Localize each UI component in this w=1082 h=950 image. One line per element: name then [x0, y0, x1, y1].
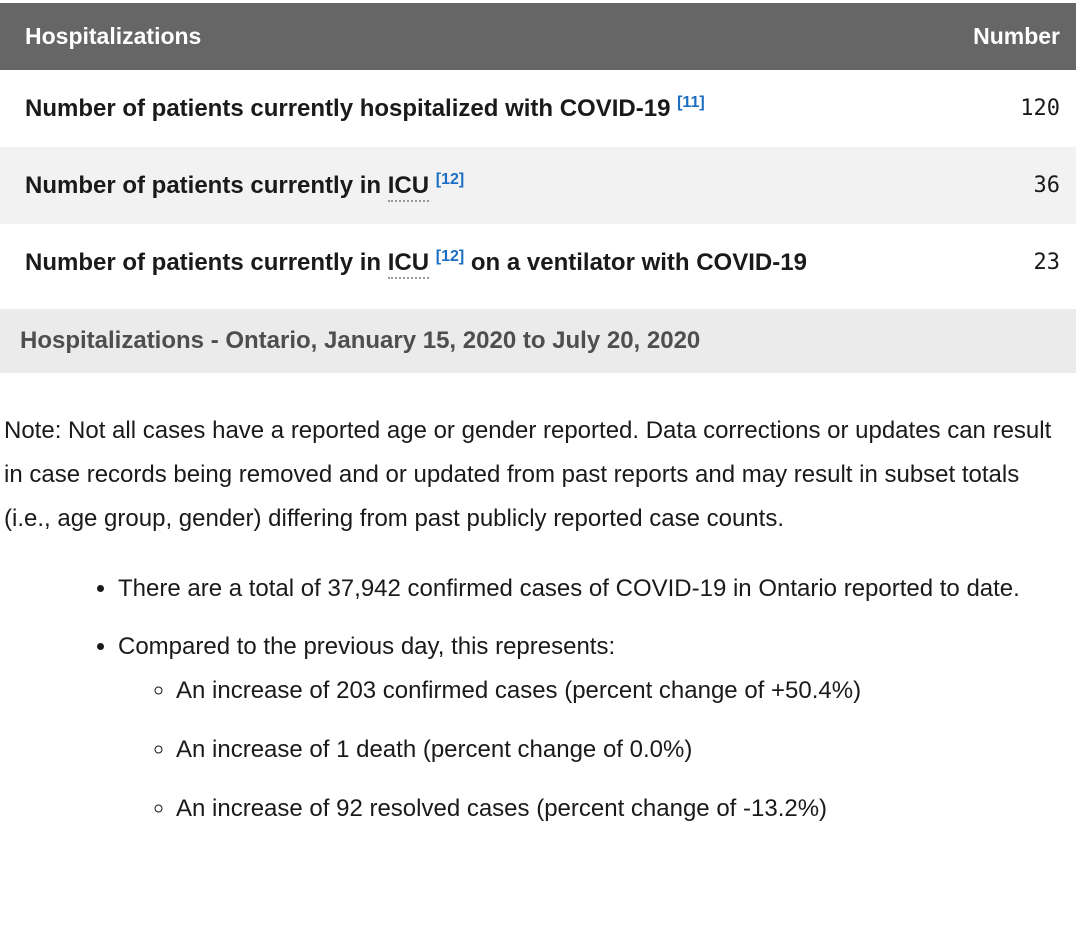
sub-bullet-text: An increase of 203 confirmed cases (perc…	[176, 677, 862, 704]
sub-bullet-text: An increase of 92 resolved cases (percen…	[176, 795, 828, 822]
table-row-icu-ventilator: Number of patients currently in ICU [12]…	[0, 224, 1076, 301]
row-label-text-after: on a ventilator with COVID-19	[470, 249, 807, 276]
row-label-icu: Number of patients currently in ICU [12]	[0, 147, 852, 224]
footnote-link-11[interactable]: [11]	[677, 94, 705, 111]
column-header-number: Number	[852, 3, 1076, 70]
row-label-text: Number of patients currently in	[25, 172, 382, 199]
summary-bullet-list: There are a total of 37,942 confirmed ca…	[0, 567, 1082, 831]
bullet-total-cases: There are a total of 37,942 confirmed ca…	[118, 567, 1082, 611]
row-label-icu-ventilator: Number of patients currently in ICU [12]…	[0, 224, 852, 301]
row-label-hospitalized: Number of patients currently hospitalize…	[0, 70, 852, 147]
bullet-text: Compared to the previous day, this repre…	[118, 633, 616, 660]
sub-bullet-text: An increase of 1 death (percent change o…	[176, 736, 693, 763]
sub-bullet-confirmed-cases: An increase of 203 confirmed cases (perc…	[176, 669, 1082, 713]
table-row-hospitalized: Number of patients currently hospitalize…	[0, 70, 1076, 147]
footnote-link-12[interactable]: [12]	[435, 171, 465, 188]
table-header-row: Hospitalizations Number	[0, 3, 1076, 70]
footnote-link-12[interactable]: [12]	[435, 248, 465, 265]
sub-bullet-resolved-cases: An increase of 92 resolved cases (percen…	[176, 787, 1082, 831]
icu-abbreviation[interactable]: ICU	[387, 249, 430, 279]
row-value-icu: 36	[1033, 173, 1061, 198]
note-paragraph: Note: Not all cases have a reported age …	[4, 417, 1052, 532]
column-header-hospitalizations: Hospitalizations	[0, 3, 852, 70]
table-row-icu: Number of patients currently in ICU [12]…	[0, 147, 1076, 224]
row-label-text: Number of patients currently in	[25, 249, 382, 276]
sub-bullet-deaths: An increase of 1 death (percent change o…	[176, 728, 1082, 772]
hospitalizations-table: Hospitalizations Number Number of patien…	[0, 3, 1076, 301]
row-value-icu-ventilator: 23	[1033, 250, 1061, 275]
row-value-hospitalized: 120	[1020, 96, 1060, 121]
bullet-text: There are a total of 37,942 confirmed ca…	[118, 575, 1020, 602]
row-label-text: Number of patients currently hospitalize…	[25, 95, 671, 122]
icu-abbreviation[interactable]: ICU	[387, 172, 430, 202]
bullet-compared-previous-day: Compared to the previous day, this repre…	[118, 625, 1082, 831]
daily-change-sublist: An increase of 203 confirmed cases (perc…	[118, 669, 1082, 831]
section-header-hospitalizations-chart: Hospitalizations - Ontario, January 15, …	[0, 309, 1076, 373]
